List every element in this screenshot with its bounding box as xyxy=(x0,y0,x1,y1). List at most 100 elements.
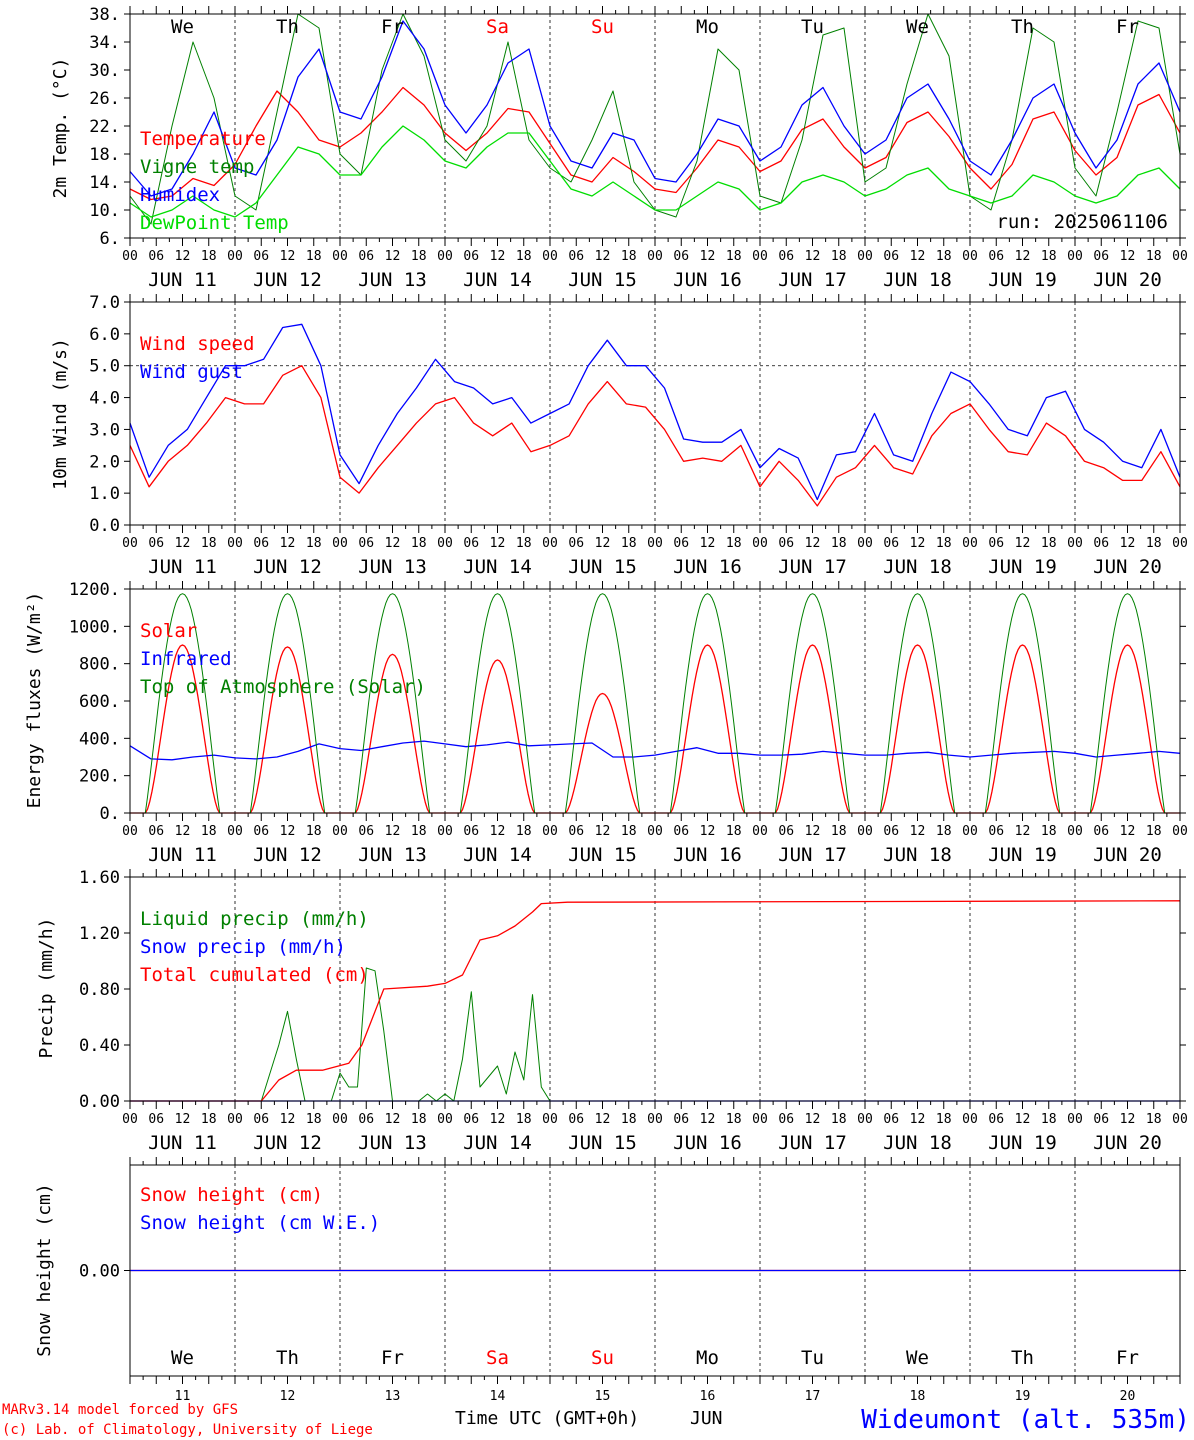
x-tick-label: 12 xyxy=(805,824,821,839)
x-tick-label: 18 xyxy=(621,1112,637,1127)
x-tick-label: 06 xyxy=(148,536,164,551)
x-tick-label: 18 xyxy=(621,536,637,551)
legend-entry: Temperature xyxy=(140,128,266,150)
date-label: JUN 19 xyxy=(988,269,1057,291)
x-tick-label: 06 xyxy=(358,824,374,839)
x-tick-label: 12 xyxy=(595,249,611,264)
y-tick-label: 10. xyxy=(89,201,120,221)
x-tick-label: 12 xyxy=(595,1112,611,1127)
x-tick-label: 12 xyxy=(910,824,926,839)
day-number-label: 12 xyxy=(280,1389,296,1404)
x-tick-label: 12 xyxy=(700,824,716,839)
x-tick-label: 12 xyxy=(700,1112,716,1127)
x-tick-label: 00 xyxy=(1067,536,1083,551)
y-tick-label: 0.0 xyxy=(89,516,120,536)
date-label: JUN 13 xyxy=(358,269,427,291)
x-tick-label: 06 xyxy=(148,824,164,839)
day-number-label: 13 xyxy=(385,1389,401,1404)
x-tick-label: 06 xyxy=(673,249,689,264)
x-tick-label: 18 xyxy=(831,824,847,839)
x-tick-label: 00 xyxy=(1067,824,1083,839)
legend-entry: Liquid precip (mm/h) xyxy=(140,908,369,930)
x-tick-label: 00 xyxy=(962,536,978,551)
x-tick-label: 06 xyxy=(358,536,374,551)
day-number-label: 20 xyxy=(1120,1389,1136,1404)
x-tick-label: 12 xyxy=(1120,1112,1136,1127)
date-label: JUN 12 xyxy=(253,556,322,578)
x-tick-label: 00 xyxy=(542,1112,558,1127)
x-tick-label: 00 xyxy=(542,536,558,551)
x-tick-label: 06 xyxy=(673,1112,689,1127)
y-tick-label: 1000. xyxy=(69,617,120,637)
text-layer: 6. 10. 14. 18. 22. 26. 30. 34. 38. 00 06 12 18 00 06 12… xyxy=(24,5,1188,1404)
legend-entry: DewPoint Temp xyxy=(140,212,289,234)
x-tick-label: 06 xyxy=(883,249,899,264)
date-label: JUN 12 xyxy=(253,844,322,866)
x-tick-label: 12 xyxy=(805,249,821,264)
weekday-label: Th xyxy=(1011,16,1034,38)
x-tick-label: 06 xyxy=(778,824,794,839)
y-tick-label: 0.80 xyxy=(79,980,120,1000)
weekday-label: Su xyxy=(591,1347,614,1369)
series-line-2 xyxy=(129,20,1181,197)
x-tick-label: 00 xyxy=(647,1112,663,1127)
series-line-0 xyxy=(129,365,1181,507)
date-label: JUN 18 xyxy=(883,844,952,866)
date-label: JUN 16 xyxy=(673,269,742,291)
x-tick-label: 12 xyxy=(1015,536,1031,551)
y-tick-label: 30. xyxy=(89,61,120,81)
x-tick-label: 12 xyxy=(280,824,296,839)
x-tick-label: 00 xyxy=(1067,249,1083,264)
date-label: JUN 15 xyxy=(568,556,637,578)
date-label: JUN 20 xyxy=(1093,556,1162,578)
x-tick-label: 06 xyxy=(253,536,269,551)
y-tick-label: 22. xyxy=(89,117,120,137)
x-tick-label: 12 xyxy=(175,536,191,551)
footer-credit-line: (c) Lab. of Climatology, University of L… xyxy=(2,1422,373,1438)
x-tick-label: 12 xyxy=(175,824,191,839)
series-line-3 xyxy=(129,125,1181,218)
x-tick-label: 00 xyxy=(752,249,768,264)
x-tick-label: 00 xyxy=(332,249,348,264)
legend-entry: Wind speed xyxy=(140,333,254,355)
x-tick-label: 06 xyxy=(253,249,269,264)
x-tick-label: 00 xyxy=(542,249,558,264)
x-tick-label: 00 xyxy=(122,249,138,264)
x-tick-label: 00 xyxy=(857,1112,873,1127)
weekday-label: We xyxy=(171,1347,194,1369)
legend-entry: Snow height (cm W.E.) xyxy=(140,1212,380,1234)
x-tick-label: 06 xyxy=(988,249,1004,264)
y-tick-label: 5.0 xyxy=(89,357,120,377)
weekday-label: Fr xyxy=(1116,16,1139,38)
y-tick-label: 600. xyxy=(79,692,120,712)
x-tick-label: 00 xyxy=(647,249,663,264)
series-line-1 xyxy=(129,323,1181,501)
x-tick-label: 12 xyxy=(280,249,296,264)
x-tick-label: 18 xyxy=(306,249,322,264)
x-tick-label: 00 xyxy=(647,824,663,839)
x-tick-label: 12 xyxy=(175,249,191,264)
panel-frame xyxy=(129,588,1181,814)
day-number-label: 19 xyxy=(1015,1389,1031,1404)
date-label: JUN 16 xyxy=(673,556,742,578)
date-label: JUN 13 xyxy=(358,844,427,866)
x-tick-label: 12 xyxy=(910,1112,926,1127)
x-tick-label: 06 xyxy=(358,1112,374,1127)
x-tick-label: 06 xyxy=(778,536,794,551)
x-tick-label: 00 xyxy=(122,536,138,551)
date-label: JUN 12 xyxy=(253,1132,322,1154)
x-tick-label: 12 xyxy=(175,1112,191,1127)
y-axis-label: Snow height (cm) xyxy=(34,1183,55,1356)
weekday-label: Fr xyxy=(381,1347,404,1369)
date-label: JUN 13 xyxy=(358,1132,427,1154)
legend-entry: Wind gust xyxy=(140,361,243,383)
x-tick-label: 12 xyxy=(1120,824,1136,839)
weekday-label: Fr xyxy=(1116,1347,1139,1369)
weekday-label: Th xyxy=(276,1347,299,1369)
date-label: JUN 15 xyxy=(568,269,637,291)
weekday-label: We xyxy=(906,16,929,38)
x-tick-label: 18 xyxy=(936,536,952,551)
x-tick-label: 00 xyxy=(227,824,243,839)
series-line-0 xyxy=(129,86,1181,201)
x-tick-label: 18 xyxy=(411,824,427,839)
